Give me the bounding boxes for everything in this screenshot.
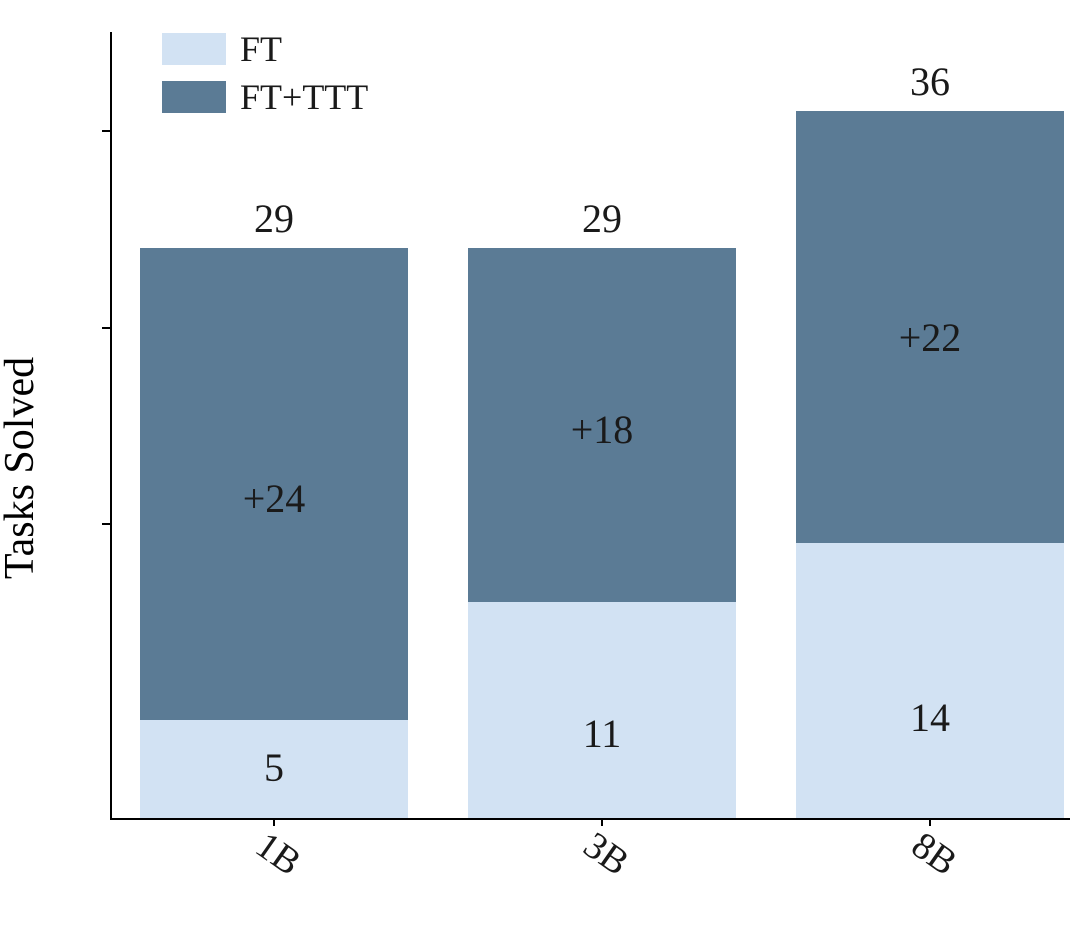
plot-area: 5 +24 29 11 +18 29 14 +22 36 xyxy=(110,10,1070,880)
legend-label-ft: FT xyxy=(240,28,282,70)
bar-1B: 5 +24 29 xyxy=(140,248,408,818)
legend-label-ttt: FT+TTT xyxy=(240,76,368,118)
legend-swatch-ft xyxy=(162,33,226,65)
xlabel-1B: 1B xyxy=(247,823,309,884)
bar-8B-ttt-label: +22 xyxy=(796,314,1064,361)
bar-1B-ttt-label: +24 xyxy=(140,475,408,522)
y-axis-label: Tasks Solved xyxy=(0,357,44,579)
bar-3B-total-label: 29 xyxy=(468,195,736,242)
bar-1B-ttt: +24 xyxy=(140,248,408,720)
bar-1B-total-label: 29 xyxy=(140,195,408,242)
legend-item-ttt: FT+TTT xyxy=(162,76,368,118)
bar-3B-ttt: +18 xyxy=(468,248,736,602)
x-axis-spine xyxy=(110,818,1070,820)
bar-8B-ttt: +22 xyxy=(796,111,1064,543)
y-axis-spine xyxy=(110,32,112,818)
legend-swatch-ttt xyxy=(162,81,226,113)
bar-8B-ft: 14 xyxy=(796,543,1064,818)
legend: FT FT+TTT xyxy=(162,28,368,118)
bar-1B-ft: 5 xyxy=(140,720,408,818)
xlabel-8B: 8B xyxy=(903,823,965,884)
legend-item-ft: FT xyxy=(162,28,368,70)
bar-8B-total-label: 36 xyxy=(796,58,1064,105)
y-tick xyxy=(102,327,110,329)
bar-8B-ft-label: 14 xyxy=(796,694,1064,741)
chart-region: 5 +24 29 11 +18 29 14 +22 36 xyxy=(110,10,1070,880)
bar-3B-ft-label: 11 xyxy=(468,710,736,757)
y-tick xyxy=(102,523,110,525)
bar-3B-ttt-label: +18 xyxy=(468,406,736,453)
bar-8B: 14 +22 36 xyxy=(796,111,1064,818)
y-tick xyxy=(102,130,110,132)
xlabel-3B: 3B xyxy=(575,823,637,884)
bar-3B-ft: 11 xyxy=(468,602,736,818)
bar-3B: 11 +18 29 xyxy=(468,248,736,818)
bar-1B-ft-label: 5 xyxy=(140,744,408,791)
